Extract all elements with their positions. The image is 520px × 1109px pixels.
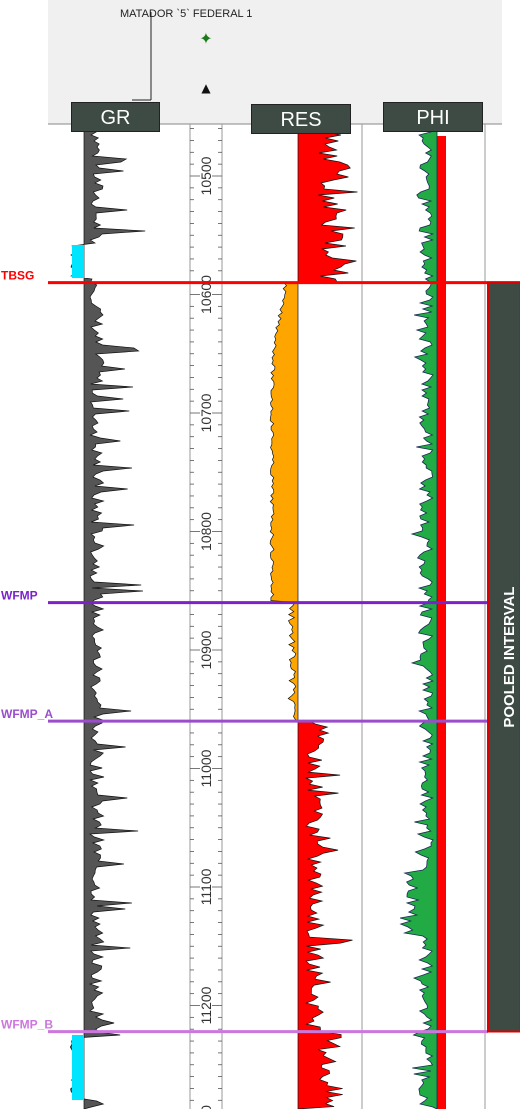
depth-tick-label: 11000: [198, 749, 214, 787]
track-header-gr: GR: [71, 102, 160, 132]
pooled-interval-bar: [487, 281, 520, 1033]
res-curve-low-b: [287, 602, 299, 722]
depth-tick-label: 10700: [198, 393, 214, 432]
formation-top-label: WFMP_A: [1, 707, 53, 721]
depth-tick-label: 10500: [198, 156, 214, 195]
formation-tops: TBSG WFMP WFMP_A WFMP_B: [1, 269, 520, 1034]
gr-curve: [69, 125, 146, 1109]
depth-tick-label: 11100: [198, 868, 214, 905]
formation-top-label: WFMP_B: [1, 1018, 53, 1032]
pooled-interval-label: POOLED INTERVAL: [501, 587, 518, 728]
depth-tick-label: 11300: [198, 1105, 214, 1109]
track-header-res: RES: [251, 104, 351, 134]
lock-icon: ▲: [201, 81, 211, 95]
well-name: MATADOR `5` FEDERAL 1: [120, 8, 253, 20]
well-marker-icon: ✦: [199, 29, 212, 48]
depth-tick-label: 10600: [198, 275, 214, 314]
res-curve-mid: [297, 720, 353, 1032]
res-curve-lower: [297, 1031, 343, 1109]
log-curves: [69, 125, 446, 1109]
res-curve-upper: [297, 125, 358, 284]
phi-cutoff-band: [437, 136, 446, 1109]
depth-tick-label: 11200: [198, 986, 214, 1024]
depth-track: 10500 10600 10700 10800 10900 11000 11100 11200…: [190, 128, 222, 1109]
track-header-phi: PHI: [383, 102, 483, 132]
gr-clean-zone: [72, 1035, 84, 1100]
formation-top-label: TBSG: [1, 269, 34, 283]
gr-clean-zone: [72, 245, 84, 278]
depth-tick-label: 10900: [198, 630, 214, 669]
depth-tick-label: 10800: [198, 512, 214, 551]
phi-curve: [399, 125, 438, 1109]
res-curve-low: [269, 282, 299, 603]
track-frames: [189, 124, 486, 1109]
formation-top-label: WFMP: [1, 589, 38, 603]
